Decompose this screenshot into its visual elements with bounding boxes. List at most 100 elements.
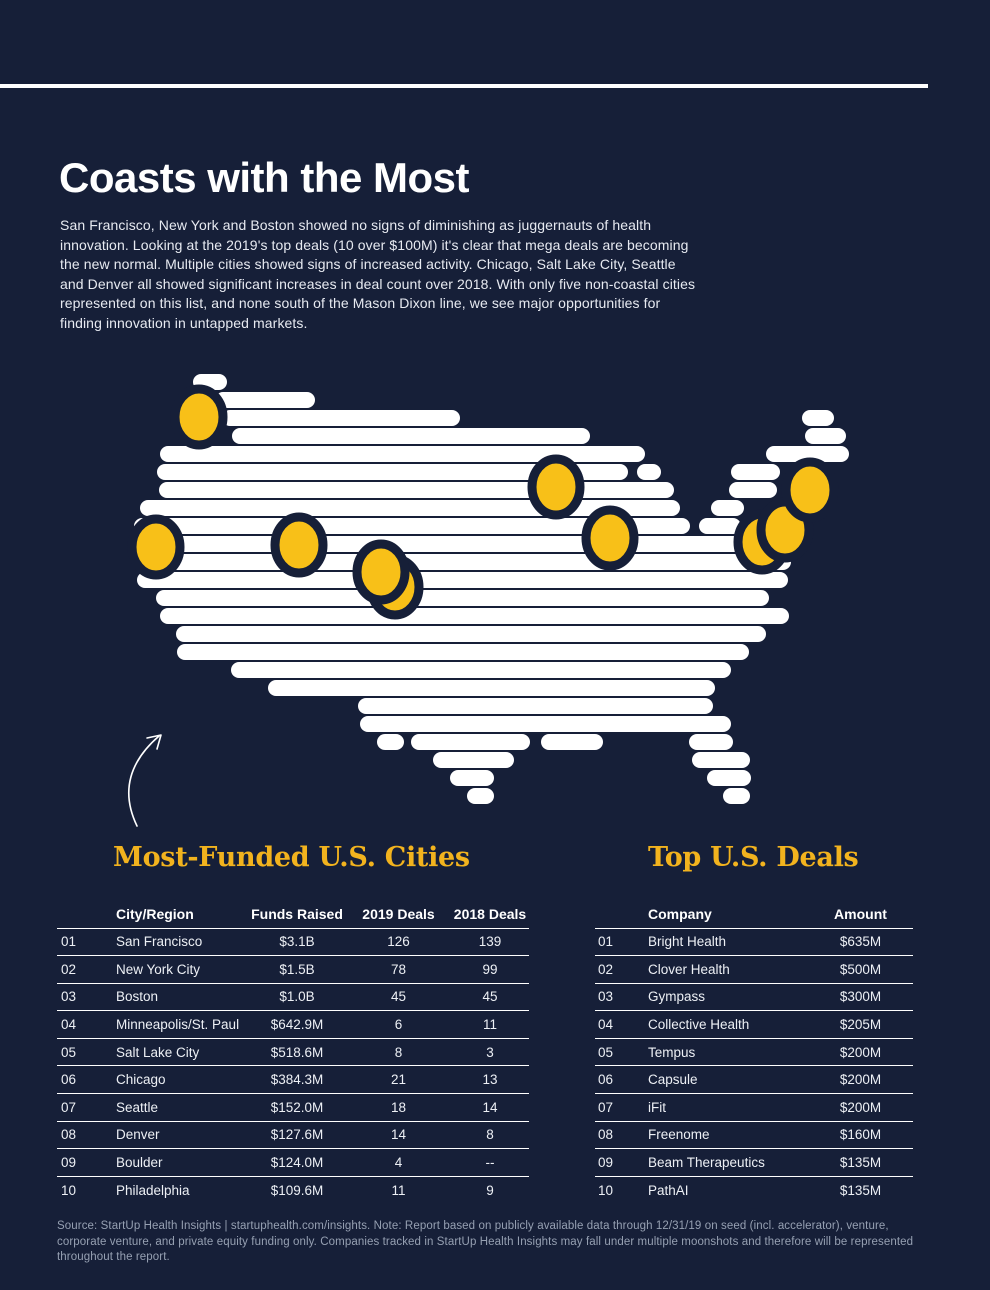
cell-company: Freenome — [648, 1127, 710, 1143]
cell-city: Boulder — [116, 1155, 163, 1171]
cell-rank: 01 — [61, 934, 77, 950]
col-header-2019-deals: 2019 Deals — [362, 906, 435, 923]
curved-arrow — [128, 735, 160, 827]
cell-amount: $200M — [839, 1044, 882, 1060]
col-header-rank-spacer — [595, 901, 648, 928]
cell-rank: 03 — [598, 989, 614, 1005]
map-marker-salt-lake-city — [270, 512, 328, 578]
table-row: 05 Salt Lake City $518.6M 8 3 — [57, 1038, 529, 1066]
top-deals-table: Company Amount 01 Bright Health $635M 02 Clo… — [595, 901, 913, 1204]
cell-rank: 01 — [598, 934, 614, 950]
table-row: 01 San Francisco $3.1B 126 139 — [57, 928, 529, 956]
col-header-company: Company — [648, 906, 712, 923]
most-funded-cities-table: City/Region Funds Raised 2019 Deals 2018… — [57, 901, 529, 1204]
cell-rank: 04 — [61, 1017, 77, 1033]
cell-city: Boston — [116, 989, 159, 1005]
cell-d2018: 45 — [482, 989, 498, 1005]
cell-city: San Francisco — [116, 934, 203, 950]
col-header-2018-deals: 2018 Deals — [453, 906, 527, 923]
cell-amount: $500M — [839, 961, 882, 977]
map-marker-boston — [781, 457, 839, 523]
us-map-graphic — [127, 374, 849, 827]
map-marker-denver — [352, 539, 410, 605]
cell-company: Clover Health — [648, 961, 730, 977]
table-row: 05 Tempus $200M — [595, 1038, 913, 1066]
table-row: 07 iFit $200M — [595, 1094, 913, 1122]
table-row: 02 Clover Health $500M — [595, 956, 913, 984]
cell-amount: $200M — [839, 1072, 882, 1088]
cell-d2019: 18 — [390, 1099, 407, 1115]
cell-funds: $384.3M — [270, 1072, 324, 1088]
cell-rank: 05 — [598, 1044, 614, 1060]
cell-rank: 08 — [598, 1127, 614, 1143]
cell-rank: 02 — [598, 961, 614, 977]
cell-funds: $518.6M — [270, 1044, 324, 1060]
table-row: 09 Beam Therapeutics $135M — [595, 1149, 913, 1177]
deals-table-header-row: Company Amount — [595, 901, 913, 928]
cell-amount: $135M — [839, 1155, 882, 1171]
cell-d2019: 126 — [387, 934, 410, 950]
cell-rank: 04 — [598, 1017, 614, 1033]
table-row: 06 Capsule $200M — [595, 1066, 913, 1094]
table-row: 04 Collective Health $205M — [595, 1011, 913, 1039]
page-title: Coasts with the Most — [59, 154, 470, 201]
cell-amount: $205M — [839, 1017, 882, 1033]
cell-rank: 05 — [61, 1044, 77, 1060]
cell-funds: $642.9M — [270, 1017, 324, 1033]
cell-rank: 06 — [598, 1072, 614, 1088]
col-header-city: City/Region — [116, 906, 194, 923]
cell-city: Minneapolis/St. Paul — [116, 1017, 240, 1033]
col-header-funds: Funds Raised — [251, 906, 343, 923]
cell-company: Tempus — [648, 1044, 696, 1060]
cell-company: PathAI — [648, 1182, 689, 1198]
table-row: 06 Chicago $384.3M 21 13 — [57, 1066, 529, 1094]
cell-city: New York City — [116, 961, 201, 977]
cell-d2019: 4 — [394, 1155, 403, 1171]
cell-city: Denver — [116, 1127, 160, 1143]
cell-rank: 10 — [598, 1182, 614, 1198]
cell-funds: $124.0M — [270, 1155, 324, 1171]
table-row: 03 Boston $1.0B 45 45 — [57, 983, 529, 1011]
table-row: 02 New York City $1.5B 78 99 — [57, 956, 529, 984]
cell-amount: $135M — [839, 1182, 882, 1198]
cell-company: Collective Health — [648, 1017, 750, 1033]
cell-city: Chicago — [116, 1072, 166, 1088]
cell-amount: $200M — [839, 1099, 882, 1115]
cell-funds: $3.1B — [279, 934, 315, 950]
cell-funds: $109.6M — [270, 1182, 324, 1198]
cell-rank: 07 — [61, 1099, 77, 1115]
cell-d2018: 99 — [482, 961, 498, 977]
cell-d2019: 11 — [391, 1182, 406, 1198]
table-row: 08 Freenome $160M — [595, 1121, 913, 1149]
map-marker-san-francisco — [127, 514, 185, 580]
table-row: 01 Bright Health $635M — [595, 928, 913, 956]
map-marker-seattle — [170, 384, 228, 450]
cell-d2018: 8 — [486, 1127, 494, 1143]
table-row: 07 Seattle $152.0M 18 14 — [57, 1094, 529, 1122]
cell-rank: 09 — [598, 1155, 614, 1171]
cell-company: Beam Therapeutics — [648, 1155, 765, 1171]
table-row: 10 PathAI $135M — [595, 1176, 913, 1204]
cell-city: Seattle — [116, 1099, 159, 1115]
cell-rank: 08 — [61, 1127, 77, 1143]
cell-amount: $635M — [839, 934, 882, 950]
cell-rank: 06 — [61, 1072, 77, 1088]
cell-rank: 10 — [61, 1182, 77, 1198]
cell-rank: 07 — [598, 1099, 614, 1115]
cell-d2018: 3 — [486, 1044, 494, 1060]
source-note: Source: StartUp Health Insights | startu… — [57, 1220, 914, 1263]
map-stripes — [134, 374, 849, 804]
table-row: 10 Philadelphia $109.6M 11 9 — [57, 1176, 529, 1204]
cell-amount: $300M — [839, 989, 882, 1005]
deals-section-title: Top U.S. Deals — [648, 842, 859, 873]
table-row: 04 Minneapolis/St. Paul $642.9M 6 11 — [57, 1011, 529, 1039]
cell-city: Salt Lake City — [116, 1044, 200, 1060]
table-row: 03 Gympass $300M — [595, 983, 913, 1011]
cell-funds: $127.6M — [270, 1127, 324, 1143]
cell-funds: $152.0M — [270, 1099, 324, 1115]
cell-rank: 02 — [61, 961, 77, 977]
cities-section-title: Most-Funded U.S. Cities — [113, 842, 470, 873]
cities-table-header-row: City/Region Funds Raised 2019 Deals 2018… — [57, 901, 529, 928]
top-divider-rule — [0, 84, 928, 88]
cell-company: Gympass — [648, 989, 706, 1005]
